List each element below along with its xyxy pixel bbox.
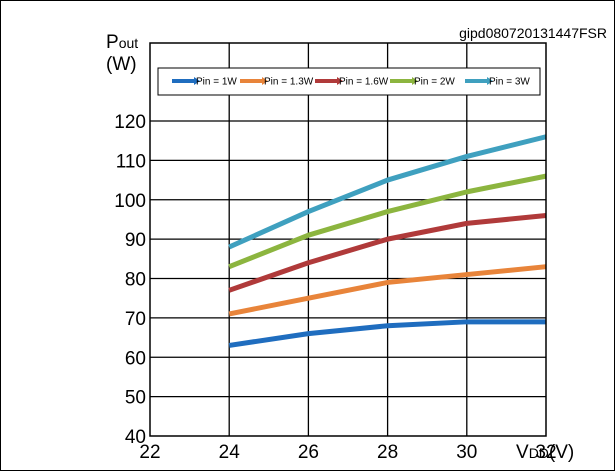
y-axis-title-sub: out: [119, 35, 139, 51]
legend: Pin = 1W Pin = 1.3W Pin = 1.6W Pin = 2W Pin …: [157, 67, 541, 96]
series-line-1: [228, 319, 546, 348]
x-axis-title-main: V: [516, 442, 529, 463]
legend-arrow: [487, 77, 493, 85]
legend-label: Pin = 1W: [196, 77, 237, 88]
svg-text:VDD(V): VDD(V): [516, 442, 574, 463]
x-axis-title: VDD(V): [516, 442, 574, 463]
legend-arrow: [337, 77, 343, 85]
series-line-2: [228, 264, 547, 317]
legend-arrow: [194, 77, 200, 85]
legend-label: Pin = 3W: [489, 77, 530, 88]
gridlines: [150, 43, 546, 436]
y-tick-label: 110: [116, 151, 146, 172]
y-tick-label: 50: [125, 388, 146, 409]
x-tick-label: 24: [219, 442, 241, 463]
y-axis-title-main: P: [106, 32, 119, 53]
x-tick-labels: 22 24 26 28 30 32: [139, 442, 556, 463]
y-tick-label: 70: [125, 309, 146, 330]
y-axis-title: Pout (W): [106, 32, 138, 75]
series-lines: [228, 134, 547, 348]
y-tick-label: 60: [125, 348, 146, 369]
x-tick-label: 28: [377, 442, 398, 463]
x-axis-title-sub: DD: [529, 445, 549, 461]
y-axis-unit: (W): [106, 54, 137, 75]
legend-label: Pin = 1.3W: [264, 77, 314, 88]
legend-arrow: [262, 77, 268, 85]
series-line-4: [228, 173, 547, 270]
legend-arrow: [412, 77, 418, 85]
y-tick-label: 120: [114, 112, 146, 133]
y-tick-label: 90: [125, 230, 146, 251]
y-tick-labels: 40 50 60 70 80 90 100 110 120: [114, 112, 146, 448]
y-tick-label: 100: [114, 191, 146, 212]
x-tick-label: 22: [139, 442, 160, 463]
x-axis-unit: (V): [549, 442, 574, 463]
y-tick-label: 40: [125, 427, 146, 448]
plot-border: [149, 42, 547, 437]
x-tick-label: 26: [298, 442, 319, 463]
figure-code: gipd080720131447FSR: [459, 25, 607, 41]
svg-text:Pout: Pout: [106, 32, 138, 53]
series-line-5: [228, 134, 547, 250]
y-tick-label: 80: [125, 270, 146, 291]
series-line-3: [228, 213, 547, 293]
x-tick-label: 32: [535, 442, 556, 463]
legend-label: Pin = 1.6W: [339, 77, 389, 88]
x-tick-label: 30: [456, 442, 477, 463]
legend-label: Pin = 2W: [414, 77, 455, 88]
